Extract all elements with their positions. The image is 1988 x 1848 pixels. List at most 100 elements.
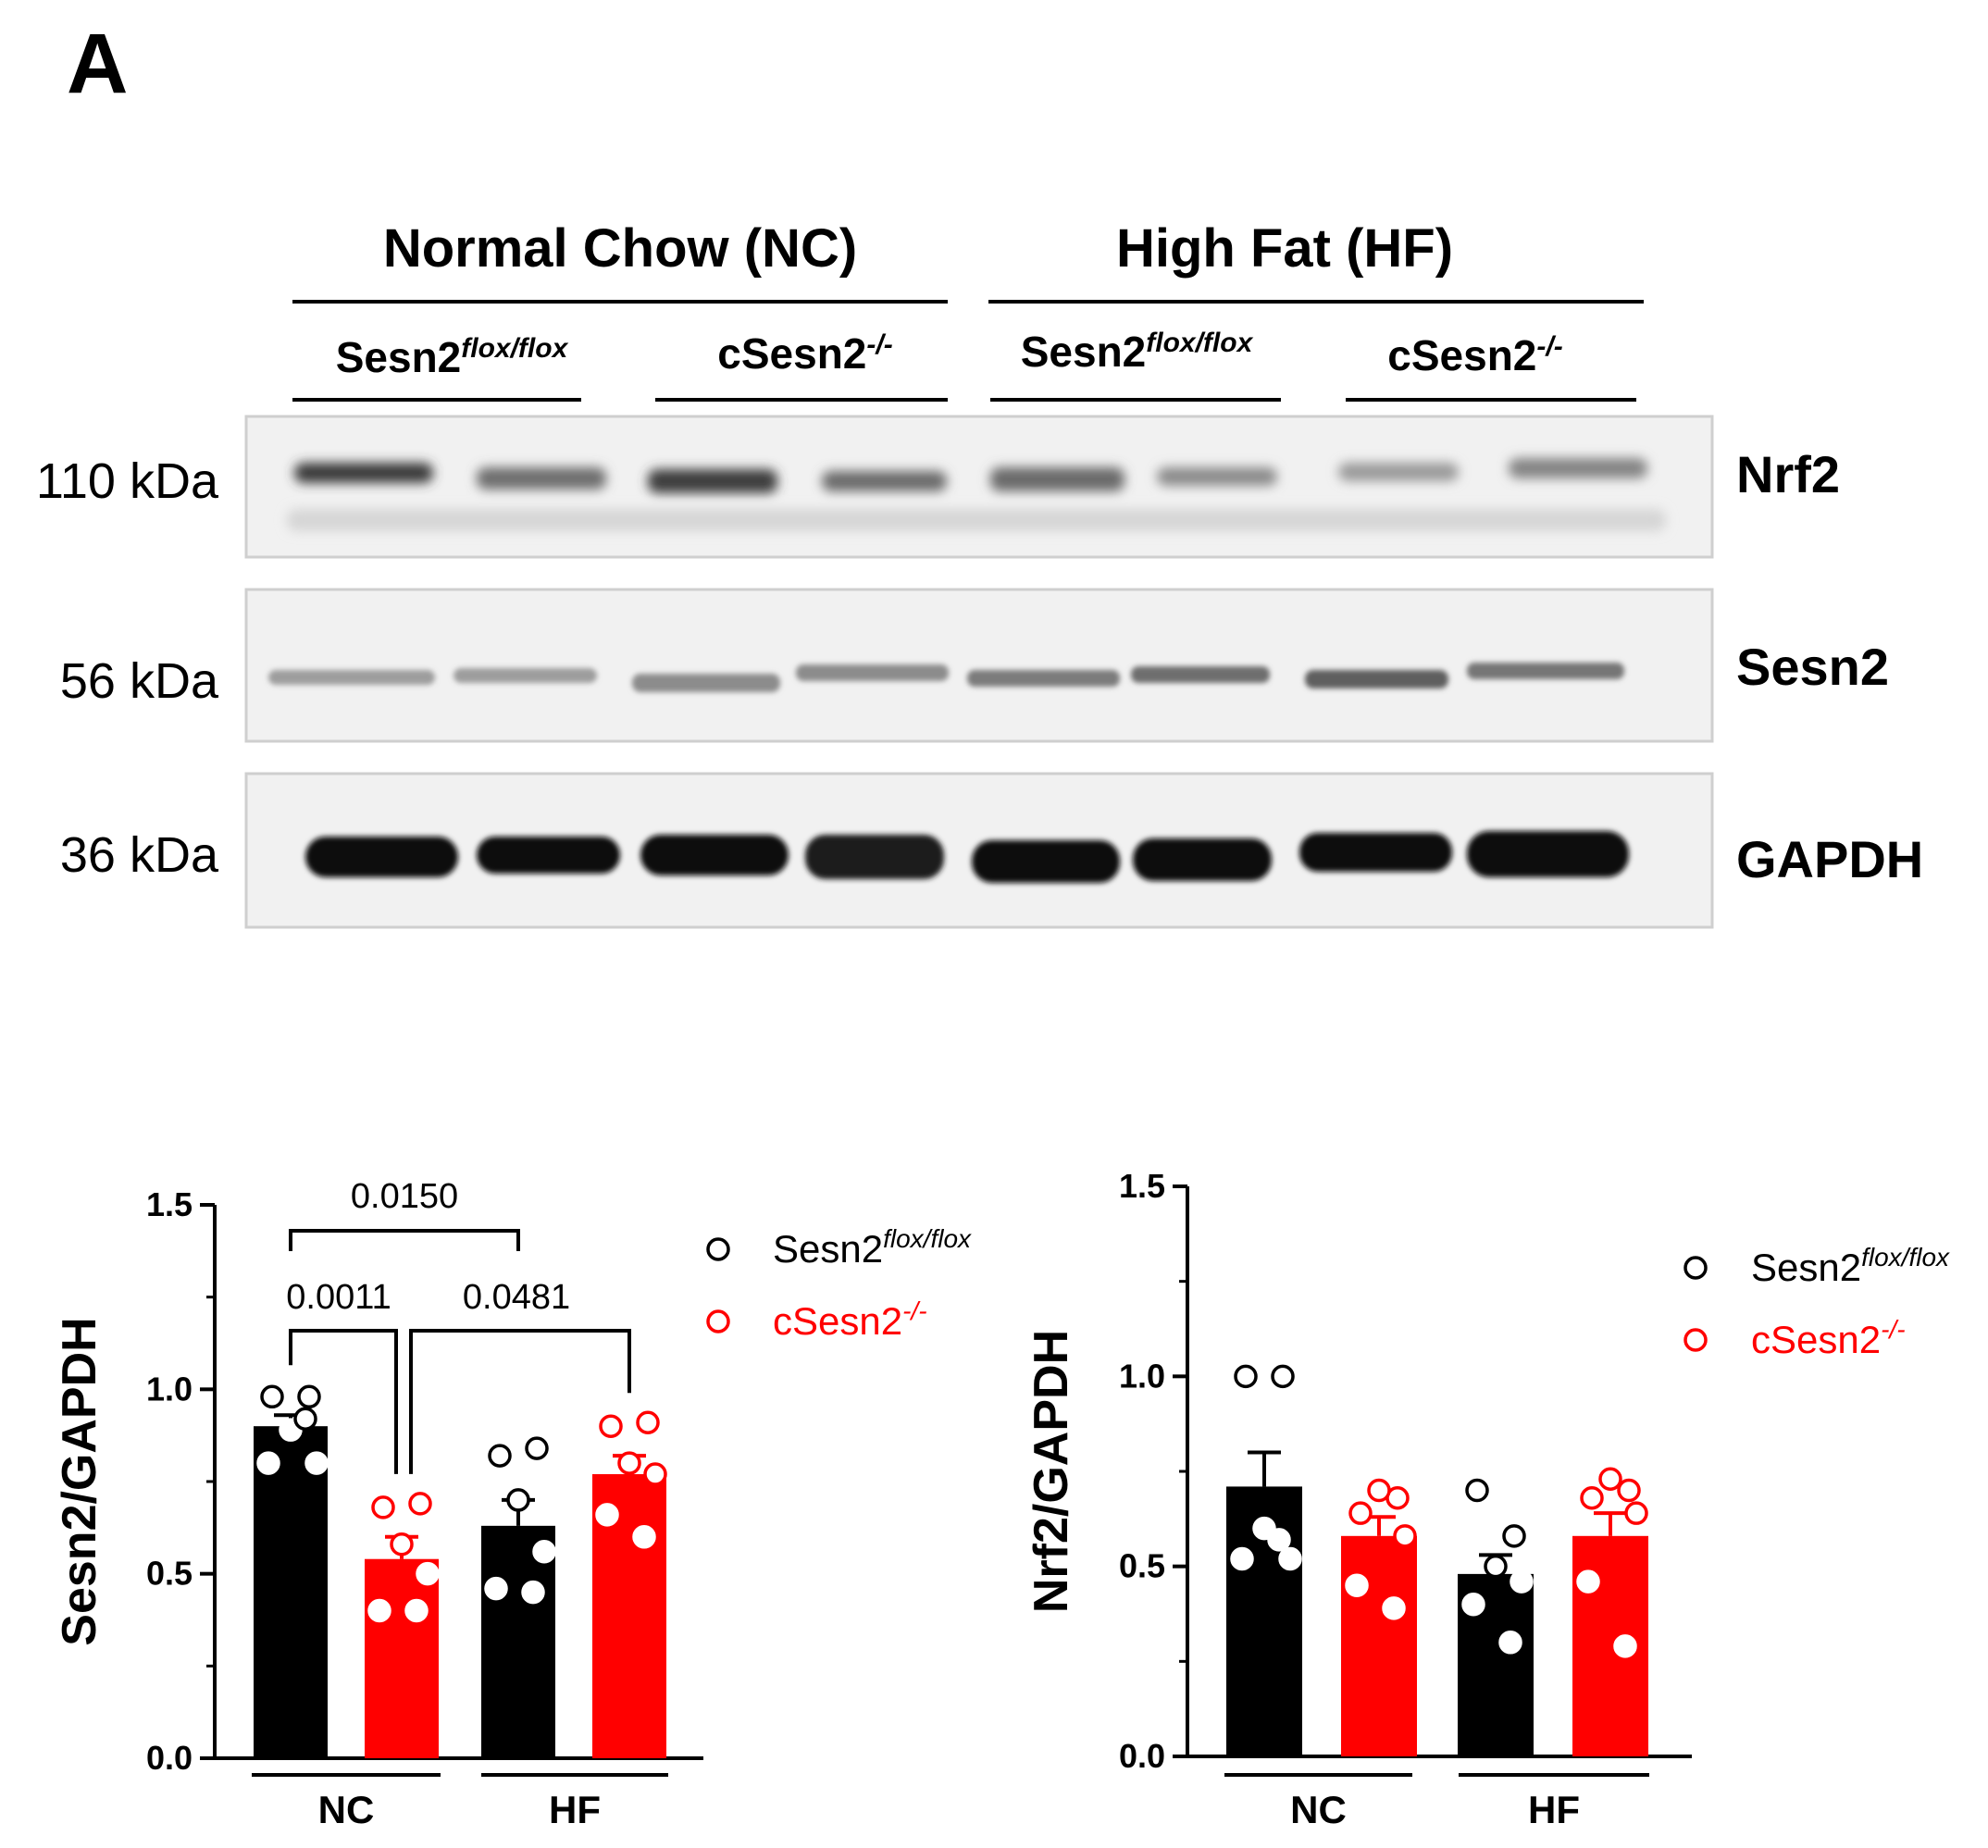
- bracket: [409, 1329, 631, 1474]
- legend-marker: [1684, 1328, 1708, 1352]
- bar: [481, 1525, 555, 1758]
- data-point-fill: [418, 1564, 437, 1583]
- data-point: [636, 1410, 660, 1434]
- data-point: [617, 1451, 641, 1475]
- group-label: HF: [1528, 1788, 1580, 1831]
- chart-sesn2-gapdh: 0.0 0.5 1.0 1.5 Sesn2/GAPDH NC HF Sesn2flox/flo…: [53, 1177, 972, 1831]
- data-point: [1393, 1524, 1417, 1548]
- data-point: [1465, 1478, 1489, 1503]
- data-point: [1617, 1478, 1641, 1503]
- membrane-nrf2: [244, 415, 1714, 559]
- data-point: [1348, 1501, 1373, 1525]
- y-tick-label: 1.5: [1119, 1167, 1165, 1205]
- group-label: NC: [1290, 1788, 1347, 1831]
- data-point-fill: [1616, 1636, 1634, 1656]
- data-point-fill: [1348, 1576, 1366, 1595]
- bracket: [289, 1329, 398, 1474]
- data-point-fill: [259, 1454, 278, 1473]
- data-point-fill: [1464, 1594, 1483, 1614]
- data-point: [297, 1384, 321, 1409]
- data-point: [1598, 1467, 1622, 1491]
- y-axis-label: Sesn2/GAPDH: [53, 1317, 106, 1645]
- protein-label-sesn2: Sesn2: [1736, 638, 1889, 696]
- data-point: [525, 1436, 549, 1460]
- data-point-fill: [524, 1582, 542, 1602]
- chart-nrf2-gapdh: 0.0 0.5 1.0 1.5 Nrf2/GAPDH NC HF Sesn2flox/flox…: [1025, 1167, 1950, 1831]
- blot-group-header-nc: Normal Chow (NC): [383, 218, 857, 279]
- data-point: [260, 1384, 284, 1409]
- data-point-fill: [281, 1420, 300, 1440]
- pvalue-label: 0.0481: [463, 1278, 570, 1317]
- data-point: [643, 1462, 667, 1486]
- data-point-fill: [370, 1601, 389, 1620]
- bands-nrf2: [287, 458, 1666, 531]
- protein-label-gapdh: GAPDH: [1736, 830, 1923, 888]
- data-point: [408, 1492, 432, 1516]
- group-label: HF: [549, 1788, 601, 1831]
- legend-label: Sesn2flox/flox: [1751, 1243, 1950, 1289]
- legend-label: cSesn2-/-: [1751, 1315, 1906, 1361]
- data-point-fill: [1501, 1632, 1520, 1652]
- genotype-label-3: Sesn2flox/flox: [1021, 328, 1254, 376]
- data-point-fill: [598, 1505, 616, 1524]
- data-point-fill: [1512, 1572, 1531, 1592]
- panel-label: A: [67, 17, 128, 111]
- data-point: [1580, 1485, 1604, 1510]
- y-tick-label: 0.5: [146, 1555, 193, 1593]
- y-tick-label: 1.5: [146, 1185, 193, 1223]
- data-point: [506, 1488, 530, 1512]
- data-point: [293, 1407, 317, 1431]
- pvalue-label: 0.0011: [286, 1278, 391, 1317]
- data-point: [488, 1444, 512, 1468]
- bar: [254, 1426, 328, 1758]
- mw-label-gapdh: 36 kDa: [60, 827, 219, 883]
- data-point-fill: [1255, 1519, 1274, 1538]
- data-point-fill: [1281, 1549, 1299, 1569]
- legend-marker: [706, 1237, 730, 1261]
- bar: [365, 1558, 439, 1758]
- bar: [1341, 1535, 1417, 1756]
- legend-marker: [706, 1309, 730, 1333]
- bands-gapdh: [305, 831, 1629, 883]
- blot-group-header-hf: High Fat (HF): [1116, 218, 1453, 279]
- bands-sesn2: [268, 663, 1624, 692]
- group-label: NC: [318, 1788, 375, 1831]
- data-point: [1234, 1364, 1258, 1389]
- mw-label-nrf2: 110 kDa: [36, 453, 219, 509]
- legend-label: cSesn2-/-: [773, 1296, 927, 1343]
- y-tick-label: 1.0: [146, 1370, 193, 1408]
- blot-header: Normal Chow (NC) High Fat (HF) Sesn2flox…: [292, 218, 1644, 402]
- data-point-fill: [635, 1527, 653, 1546]
- blot-row-gapdh: 36 kDa GAPDH: [60, 772, 1923, 929]
- data-point-fill: [1579, 1572, 1597, 1592]
- mw-label-sesn2: 56 kDa: [60, 653, 219, 709]
- data-point: [371, 1495, 395, 1519]
- data-point: [1484, 1554, 1508, 1579]
- y-tick-label: 0.0: [146, 1739, 193, 1777]
- y-axis-label: Nrf2/GAPDH: [1025, 1330, 1078, 1613]
- y-tick-label: 0.5: [1119, 1547, 1165, 1585]
- membrane-sesn2: [244, 588, 1714, 743]
- data-point-fill: [407, 1601, 426, 1620]
- data-point-fill: [1385, 1598, 1403, 1618]
- protein-label-nrf2: Nrf2: [1736, 445, 1840, 503]
- blot-row-sesn2: 56 kDa Sesn2: [60, 588, 1889, 743]
- data-point-fill: [1233, 1549, 1251, 1569]
- data-point: [1271, 1364, 1295, 1389]
- y-tick-label: 1.0: [1119, 1357, 1165, 1395]
- data-point: [1624, 1501, 1648, 1525]
- data-point: [1502, 1524, 1526, 1548]
- bracket: [289, 1229, 520, 1251]
- legend-marker: [1684, 1256, 1708, 1280]
- data-point-fill: [1270, 1530, 1288, 1549]
- data-point: [599, 1414, 623, 1438]
- data-point: [1367, 1478, 1391, 1503]
- blot-row-nrf2: 110 kDa Nrf2: [36, 415, 1840, 559]
- pvalue-label: 0.0150: [351, 1177, 458, 1216]
- data-point-fill: [487, 1579, 505, 1598]
- genotype-label-4: cSesn2-/-: [1387, 331, 1562, 379]
- y-tick-label: 0.0: [1119, 1737, 1165, 1775]
- genotype-label-1: Sesn2flox/flox: [336, 333, 569, 381]
- data-point-fill: [535, 1542, 553, 1561]
